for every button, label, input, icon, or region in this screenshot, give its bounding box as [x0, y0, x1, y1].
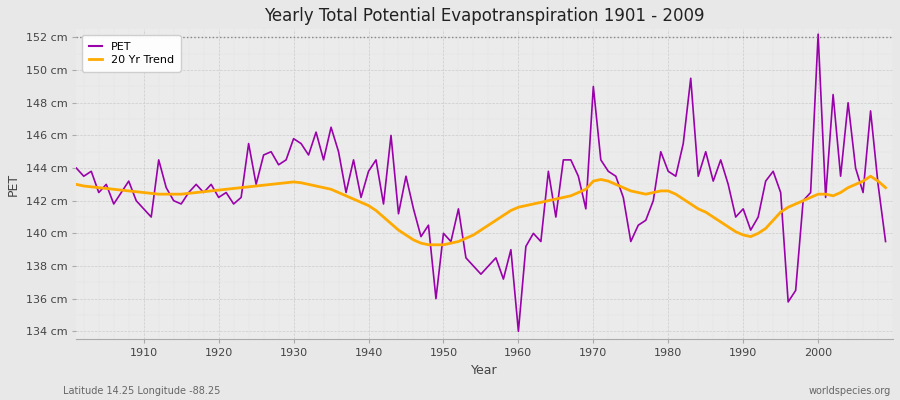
Title: Yearly Total Potential Evapotranspiration 1901 - 2009: Yearly Total Potential Evapotranspiratio… — [265, 7, 705, 25]
Text: Latitude 14.25 Longitude -88.25: Latitude 14.25 Longitude -88.25 — [63, 386, 220, 396]
Legend: PET, 20 Yr Trend: PET, 20 Yr Trend — [82, 35, 181, 72]
Y-axis label: PET: PET — [7, 173, 20, 196]
X-axis label: Year: Year — [472, 364, 498, 377]
Text: worldspecies.org: worldspecies.org — [809, 386, 891, 396]
